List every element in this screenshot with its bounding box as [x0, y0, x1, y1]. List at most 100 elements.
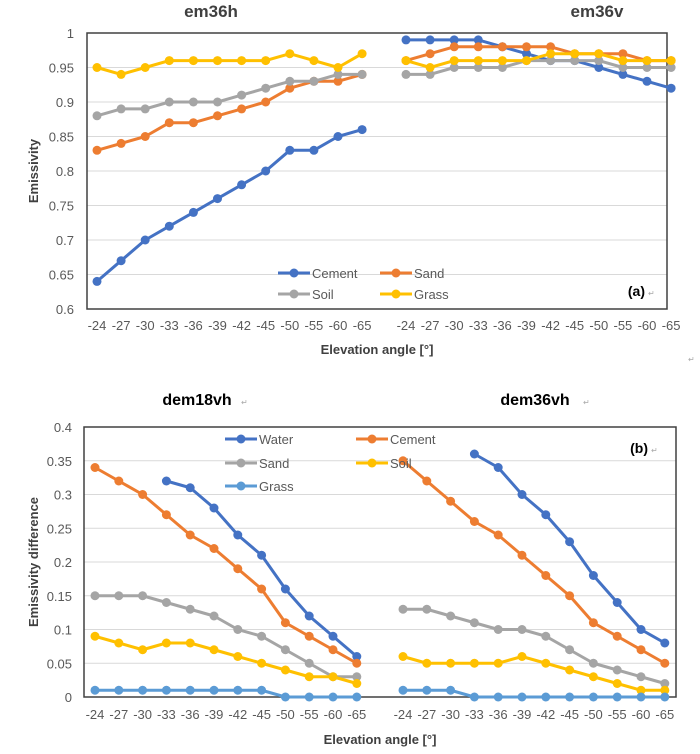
x-tick-label: -39	[208, 318, 227, 333]
data-point-soil	[237, 90, 247, 100]
data-point-cement	[161, 510, 171, 520]
data-point-sand	[90, 591, 100, 601]
y-axis-label: Emissivity difference	[26, 497, 41, 627]
data-point-soil	[116, 104, 126, 114]
x-tick-label: -30	[133, 707, 152, 722]
data-point-sand	[280, 645, 290, 655]
data-point-soil	[333, 69, 343, 79]
data-point-sand	[473, 42, 483, 52]
data-point-grass	[116, 69, 126, 79]
data-point-grass	[546, 49, 556, 59]
x-tick-label: -39	[513, 707, 532, 722]
data-point-soil	[114, 638, 124, 648]
data-point-sand	[304, 658, 314, 668]
x-tick-label: -50	[589, 318, 608, 333]
panel-label: (b)	[630, 440, 648, 456]
data-point-soil	[517, 652, 527, 661]
y-tick-label: 0.6	[56, 302, 74, 317]
legend-marker-grass	[236, 481, 246, 491]
series-line-sand-dem36vh	[403, 607, 666, 685]
data-point-soil	[612, 679, 622, 688]
data-point-water	[161, 476, 171, 486]
data-point-cement	[618, 69, 628, 79]
data-point-cement	[257, 584, 267, 594]
chart-title-dem36vh: dem36vh	[500, 392, 569, 409]
x-tick-label: -33	[157, 707, 176, 722]
data-point-cement	[261, 166, 271, 176]
x-tick-label: -36	[493, 318, 512, 333]
data-point-grass	[570, 49, 580, 59]
data-point-grass	[92, 63, 102, 72]
legend-marker-cement	[289, 268, 299, 278]
data-point-sand	[449, 42, 459, 52]
data-point-grass	[114, 685, 124, 695]
y-tick-label: 0.2	[54, 555, 72, 570]
data-point-soil	[497, 63, 507, 72]
paragraph-mark: ↵	[241, 398, 248, 407]
data-point-soil	[280, 665, 290, 675]
data-point-cement	[233, 564, 243, 574]
data-point-water	[304, 611, 314, 621]
series-line-water-dem36vh	[473, 452, 666, 645]
data-point-soil	[446, 658, 456, 668]
data-point-cement	[642, 76, 652, 86]
legend-label-soil: Soil	[390, 456, 412, 471]
data-point-sand	[114, 591, 124, 601]
series-line-grass-em36h	[96, 52, 363, 76]
data-point-sand	[185, 604, 195, 614]
data-point-water	[493, 463, 503, 472]
panel-label: (a)	[628, 283, 645, 299]
chart-panel-1: 0 0.05 0.1 0.15 0.2 0.25 0.3 0.35 0.4 dem18vh dem3…	[26, 392, 677, 747]
y-tick-label: 0	[65, 690, 72, 705]
series-line-water-dem18vh	[165, 479, 358, 658]
data-point-grass	[161, 685, 171, 695]
data-point-sand	[92, 145, 102, 155]
legend-label-soil: Soil	[312, 287, 334, 302]
data-point-cement	[541, 571, 551, 580]
y-tick-label: 0.3	[54, 488, 72, 503]
y-tick-label: 0.95	[49, 61, 74, 76]
data-point-grass	[304, 692, 314, 702]
data-point-cement	[280, 618, 290, 628]
legend-label-grass: Grass	[259, 479, 294, 494]
paragraph-mark: ↵	[688, 355, 695, 364]
y-tick-label: 0.1	[54, 623, 72, 638]
y-tick-label: 0.7	[56, 233, 74, 248]
legend: Cement Sand Soil Grass	[278, 266, 449, 302]
x-tick-label: -65	[347, 707, 366, 722]
x-tick-label: -30	[441, 707, 460, 722]
data-point-grass	[446, 685, 456, 695]
x-tick-label: -42	[541, 318, 560, 333]
data-point-soil	[541, 658, 551, 668]
legend-label-sand: Sand	[259, 456, 289, 471]
data-point-sand	[213, 111, 222, 121]
data-point-sand	[618, 49, 628, 59]
data-point-grass	[642, 56, 652, 66]
data-point-cement	[237, 180, 247, 190]
data-point-soil	[90, 631, 100, 641]
data-point-cement	[116, 256, 126, 266]
data-point-grass	[328, 692, 338, 702]
y-tick-label: 0.4	[54, 420, 72, 435]
data-point-grass	[209, 685, 219, 695]
y-tick-label: 0.35	[47, 454, 72, 469]
data-point-grass	[237, 56, 247, 66]
data-point-soil	[546, 56, 556, 66]
data-point-soil	[398, 652, 408, 661]
data-point-soil	[140, 104, 150, 114]
data-point-sand	[233, 625, 243, 634]
y-axis-label: Emissivity	[26, 138, 41, 203]
x-tick-label: -55	[300, 707, 319, 722]
data-point-grass	[588, 692, 598, 702]
data-point-sand	[237, 104, 247, 114]
data-point-grass	[594, 49, 604, 59]
series-line-cement-dem36vh	[402, 459, 666, 665]
data-point-soil	[138, 645, 148, 655]
data-point-water	[541, 510, 551, 520]
data-point-water	[636, 625, 646, 634]
x-tick-label: -60	[324, 707, 343, 722]
data-point-soil	[401, 69, 411, 79]
data-point-soil	[285, 76, 295, 86]
data-point-sand	[188, 118, 198, 128]
